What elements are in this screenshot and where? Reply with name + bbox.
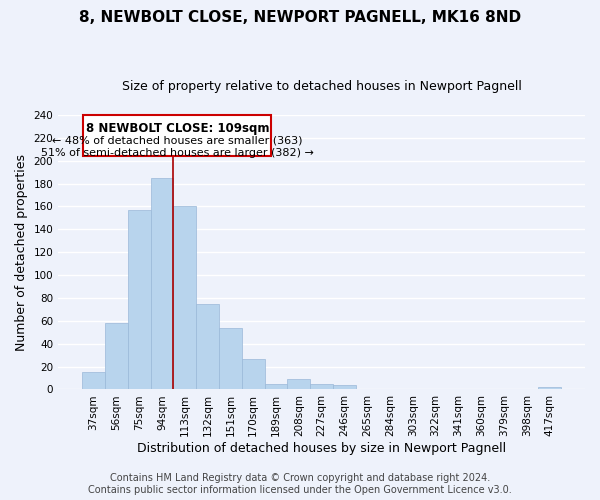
Title: Size of property relative to detached houses in Newport Pagnell: Size of property relative to detached ho… xyxy=(122,80,521,93)
Bar xyxy=(538,387,561,390)
Bar xyxy=(173,206,196,390)
Bar xyxy=(196,304,219,390)
Bar xyxy=(219,328,242,390)
Text: 8 NEWBOLT CLOSE: 109sqm: 8 NEWBOLT CLOSE: 109sqm xyxy=(86,122,269,135)
Bar xyxy=(82,372,105,390)
Bar xyxy=(105,323,128,390)
Bar xyxy=(265,384,287,390)
Text: ← 48% of detached houses are smaller (363): ← 48% of detached houses are smaller (36… xyxy=(52,136,302,145)
FancyBboxPatch shape xyxy=(83,115,271,156)
Bar xyxy=(310,384,333,390)
Text: 51% of semi-detached houses are larger (382) →: 51% of semi-detached houses are larger (… xyxy=(41,148,314,158)
Bar xyxy=(333,385,356,390)
Bar xyxy=(128,210,151,390)
Bar xyxy=(151,178,173,390)
Text: 8, NEWBOLT CLOSE, NEWPORT PAGNELL, MK16 8ND: 8, NEWBOLT CLOSE, NEWPORT PAGNELL, MK16 … xyxy=(79,10,521,25)
Text: Contains HM Land Registry data © Crown copyright and database right 2024.
Contai: Contains HM Land Registry data © Crown c… xyxy=(88,474,512,495)
Bar xyxy=(242,358,265,390)
Y-axis label: Number of detached properties: Number of detached properties xyxy=(15,154,28,350)
Bar xyxy=(287,379,310,390)
X-axis label: Distribution of detached houses by size in Newport Pagnell: Distribution of detached houses by size … xyxy=(137,442,506,455)
